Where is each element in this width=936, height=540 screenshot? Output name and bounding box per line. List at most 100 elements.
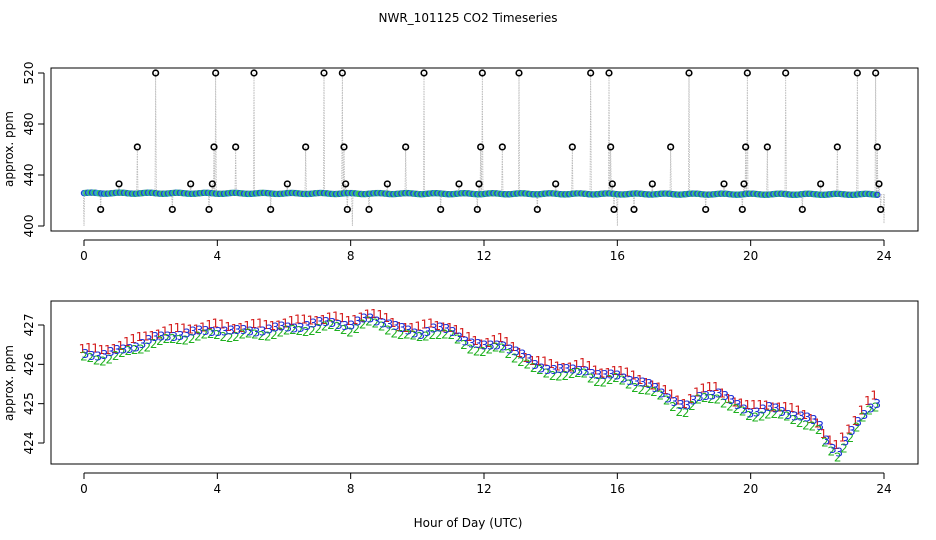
series-2-point: 2 [581, 367, 589, 381]
series-1-point: 1 [136, 330, 144, 344]
series-2-point: 2 [346, 326, 354, 340]
series-1-point: 1 [395, 320, 403, 334]
series-1-point: 1 [528, 354, 536, 368]
series-3-point: 3 [297, 321, 305, 335]
series-2-point: 2 [669, 400, 677, 414]
series-3-point: 3 [120, 343, 128, 357]
series-1-point: 1 [598, 367, 606, 381]
series-3-point: 3 [506, 343, 514, 357]
series-2-point: 2 [809, 420, 817, 434]
spike-point [568, 143, 576, 151]
series-1-point: 1 [541, 355, 549, 369]
series-1-point: 1 [693, 386, 701, 400]
series-3-point: 3 [462, 335, 470, 349]
series-2-point: 2 [175, 333, 183, 347]
baseline-point [874, 191, 881, 198]
bottom-x-tick-label: 0 [80, 482, 88, 496]
series-2-point: 2 [416, 330, 424, 344]
series-3-point: 3 [405, 323, 413, 337]
series-2-point: 2 [302, 325, 310, 339]
series-1-point: 1 [129, 332, 137, 346]
series-3-point: 3 [94, 350, 102, 364]
series-2-point: 2 [220, 330, 228, 344]
bottom-x-axis: 0 4 8 12 16 20 24 [80, 472, 892, 496]
series-2-point: 2 [524, 358, 532, 372]
series-3-point: 3 [816, 419, 824, 433]
series-3-point: 3 [683, 398, 691, 412]
series-2-point: 2 [334, 320, 342, 334]
series-2-point: 2 [783, 410, 791, 424]
series-1-point: 1 [820, 427, 828, 441]
series-3-point: 3 [696, 390, 704, 404]
series-3-point: 3 [398, 321, 406, 335]
series-3-point: 3 [322, 315, 330, 329]
series-2-point: 2 [847, 431, 855, 445]
series-1-point: 1 [205, 318, 213, 332]
series-2-point: 2 [853, 420, 861, 434]
series-1-point: 1 [484, 336, 492, 350]
series-1-point: 1 [161, 324, 169, 338]
series-3-point: 3 [550, 363, 558, 377]
series-3-point: 3 [183, 327, 191, 341]
series-3-point: 3 [170, 330, 178, 344]
spike-point [738, 205, 746, 214]
series-1-point: 1 [731, 395, 739, 409]
series-3-point: 3 [430, 321, 438, 335]
series-2-point: 2 [448, 328, 456, 342]
series-2-point: 2 [182, 333, 190, 347]
series-1-point: 1 [186, 323, 194, 337]
series-3-point: 3 [677, 398, 685, 412]
series-1-point: 1 [864, 394, 872, 408]
series-1-point: 1 [579, 356, 587, 370]
top-y-tick-label: 440 [22, 164, 36, 187]
spike-point [302, 143, 310, 151]
series-1-point: 1 [332, 309, 340, 323]
spike-point [875, 180, 883, 188]
spike-point [740, 180, 748, 188]
series-2-point: 2 [802, 418, 810, 432]
series-1-point: 1 [737, 397, 745, 411]
bottom-x-tick-label: 12 [476, 482, 491, 496]
series-3-point: 3 [436, 320, 444, 334]
series-1-point: 1 [459, 326, 467, 340]
series-3-point: 3 [582, 364, 590, 378]
series-1-point: 1 [655, 381, 663, 395]
series-2-point: 2 [593, 375, 601, 389]
top-x-tick-label: 8 [347, 249, 355, 263]
series-2-point: 2 [137, 343, 145, 357]
series-3-point: 3 [126, 342, 134, 356]
series-2-point: 2 [701, 391, 709, 405]
chart-title: NWR_101125 CO2 Timeseries [379, 11, 558, 25]
series-3-point: 3 [512, 345, 520, 359]
series-2-point: 2 [625, 377, 633, 391]
series-2-point: 2 [365, 314, 373, 328]
spike-point [630, 205, 638, 214]
spike-point [475, 180, 483, 188]
spike-point [187, 180, 195, 188]
series-1-point: 1 [471, 334, 479, 348]
series-3-point: 3 [240, 323, 248, 337]
series-2-point: 2 [112, 349, 120, 363]
series-1-point: 1 [839, 430, 847, 444]
series-1-point: 1 [345, 314, 353, 328]
series-1-point: 1 [706, 380, 714, 394]
series-2-point: 2 [315, 322, 323, 336]
series-2-point: 2 [790, 413, 798, 427]
series-1-point: 1 [566, 360, 574, 374]
series-2-point: 2 [733, 402, 741, 416]
series-3-point: 3 [525, 352, 533, 366]
series-1-point: 1 [674, 394, 682, 408]
series-2-point: 2 [125, 344, 133, 358]
series-2-point: 2 [473, 344, 481, 358]
series-3-point: 3 [88, 349, 96, 363]
series-3-point: 3 [392, 319, 400, 333]
series-1-point: 1 [592, 364, 600, 378]
series-3-point: 3 [772, 402, 780, 416]
series-3-point: 3 [557, 362, 565, 376]
series-1-point: 1 [79, 342, 87, 356]
series-1-point: 1 [91, 341, 99, 355]
series-3-point: 3 [107, 345, 115, 359]
series-1-point: 1 [750, 398, 758, 412]
series-3-point: 3 [164, 330, 172, 344]
series-3-point: 3 [196, 323, 204, 337]
